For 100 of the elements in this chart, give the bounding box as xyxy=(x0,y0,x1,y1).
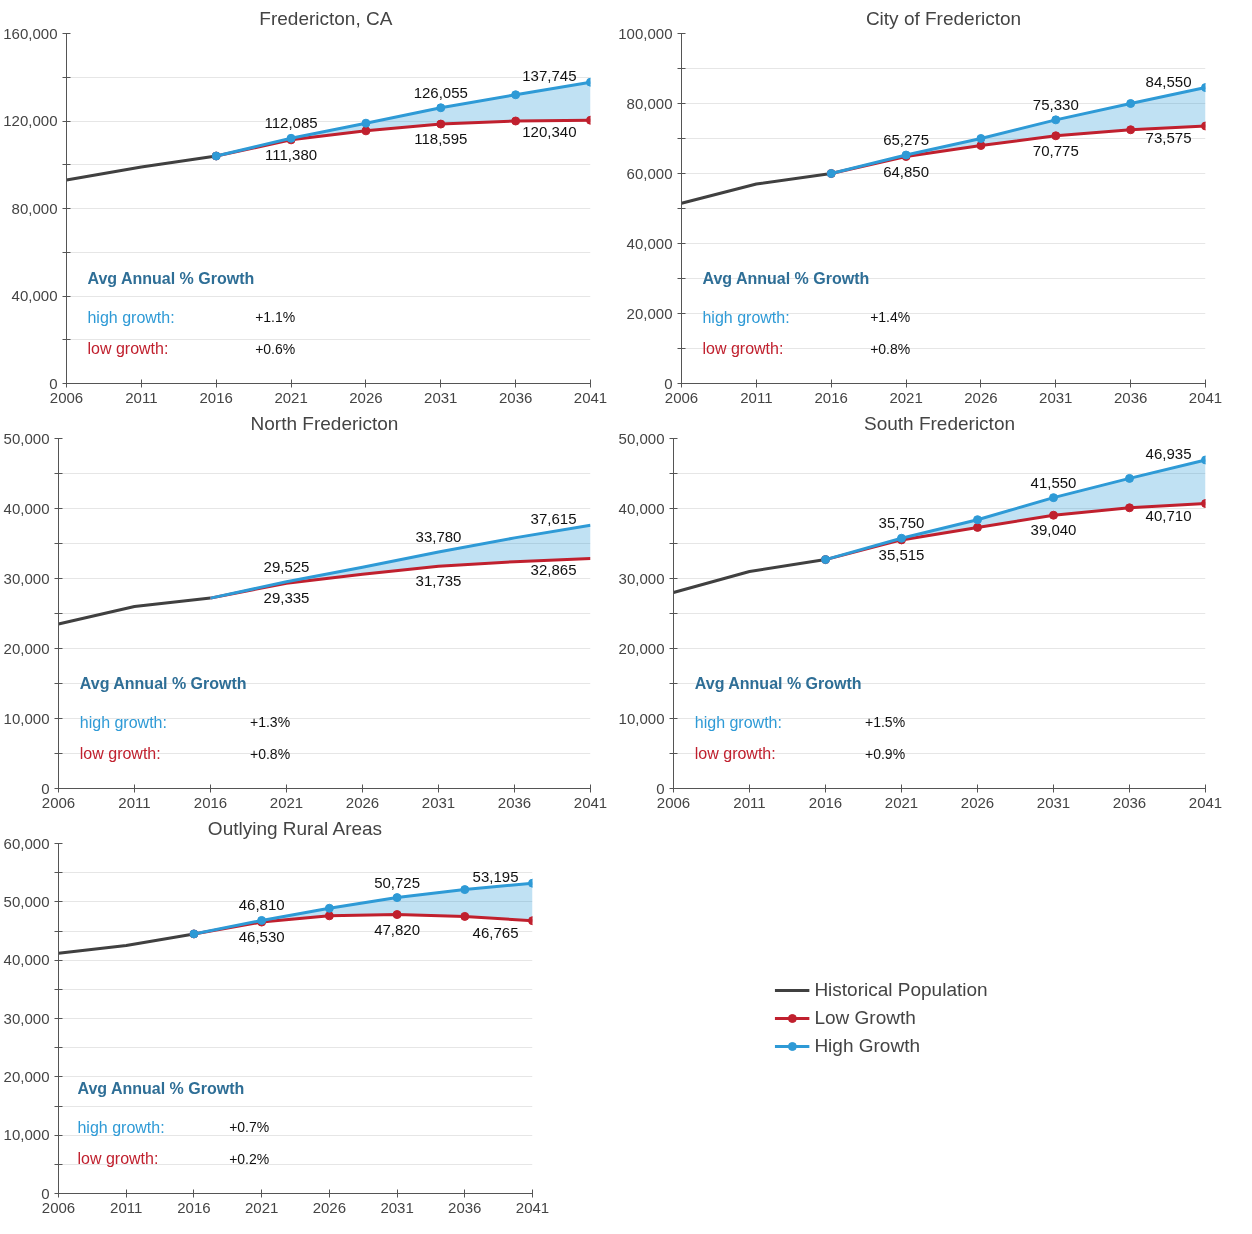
annotation: high growth: xyxy=(694,713,782,731)
x-tick-label: 2031 xyxy=(424,388,458,406)
chart-title: City of Fredericton xyxy=(865,7,1022,29)
point xyxy=(460,911,470,921)
y-tick-label: 50,000 xyxy=(3,429,50,447)
y-tick-label: 50,000 xyxy=(618,429,665,447)
annotation: +0.6% xyxy=(255,340,296,357)
y-tick-label: 20,000 xyxy=(3,639,50,657)
annotation: Avg Annual % Growth xyxy=(694,675,862,692)
y-tick-label: 40,000 xyxy=(618,499,665,517)
data-label: 46,935 xyxy=(1145,444,1192,462)
y-tick-label: 40,000 xyxy=(3,951,50,969)
point xyxy=(1125,473,1134,483)
annotation: +1.1% xyxy=(255,309,296,325)
annotation: Avg Annual % Growth xyxy=(77,1080,245,1097)
x-tick-label: 2041 xyxy=(573,793,608,811)
point xyxy=(1051,131,1061,141)
data-label: 84,550 xyxy=(1145,72,1192,90)
data-label: 126,055 xyxy=(413,83,468,101)
point xyxy=(1125,503,1134,513)
point xyxy=(1126,125,1136,135)
x-tick-label: 2031 xyxy=(1036,793,1071,811)
x-tick-label: 2016 xyxy=(199,388,233,406)
data-label: 73,575 xyxy=(1145,128,1192,146)
x-tick-label: 2021 xyxy=(274,388,308,406)
x-tick-label: 2021 xyxy=(244,1198,279,1216)
y-tick-label: 80,000 xyxy=(626,94,673,112)
data-label: 118,595 xyxy=(414,130,468,148)
point xyxy=(324,903,334,913)
x-tick-label: 2031 xyxy=(380,1198,414,1216)
y-tick-label: 20,000 xyxy=(626,304,673,322)
x-tick-label: 2011 xyxy=(740,388,773,406)
x-tick-label: 2041 xyxy=(515,1198,550,1216)
x-tick-label: 2026 xyxy=(960,793,995,811)
annotation: high growth: xyxy=(702,308,790,326)
x-tick-label: 2011 xyxy=(125,388,158,406)
data-label: 53,195 xyxy=(472,868,519,886)
annotation: +0.8% xyxy=(870,340,911,357)
x-tick-label: 2036 xyxy=(1112,793,1147,811)
chart-title: Fredericton, CA xyxy=(259,7,393,29)
chart-title: Outlying Rural Areas xyxy=(207,817,383,839)
y-tick-label: 40,000 xyxy=(11,287,58,304)
point xyxy=(392,910,402,920)
y-tick-label: 30,000 xyxy=(3,1009,50,1027)
annotation: low growth: xyxy=(77,1150,159,1167)
x-tick-label: 2036 xyxy=(448,1198,482,1216)
annotation: +1.3% xyxy=(250,714,291,730)
point xyxy=(511,90,521,100)
annotation: +0.8% xyxy=(250,745,291,762)
x-tick-label: 2011 xyxy=(118,793,151,811)
x-tick-label: 2036 xyxy=(1113,388,1148,406)
data-label: 35,750 xyxy=(878,514,925,532)
data-label: 46,810 xyxy=(238,896,285,914)
x-tick-label: 2026 xyxy=(312,1198,347,1216)
x-tick-label: 2036 xyxy=(498,388,533,406)
y-tick-label: 50,000 xyxy=(3,892,50,910)
x-tick-label: 2021 xyxy=(889,388,923,406)
x-tick-label: 2041 xyxy=(1188,793,1223,811)
chart-title: South Fredericton xyxy=(863,412,1016,434)
point xyxy=(436,103,446,113)
annotation: +1.4% xyxy=(870,309,911,325)
point xyxy=(973,522,982,532)
x-tick-label: 2036 xyxy=(497,793,532,811)
x-tick-label: 2021 xyxy=(269,793,304,811)
x-tick-label: 2026 xyxy=(964,388,998,406)
y-tick-label: 100,000 xyxy=(618,24,673,42)
x-tick-label: 2041 xyxy=(573,388,608,406)
y-tick-label: 10,000 xyxy=(3,709,50,727)
point xyxy=(1049,510,1058,520)
x-tick-label: 2011 xyxy=(733,793,766,811)
point xyxy=(976,141,986,150)
data-label: 65,275 xyxy=(883,131,930,149)
y-tick-label: 120,000 xyxy=(3,112,58,129)
data-label: 70,775 xyxy=(1032,141,1079,159)
point xyxy=(324,911,334,921)
annotation: high growth: xyxy=(77,1118,165,1136)
y-tick-label: 40,000 xyxy=(3,499,50,517)
y-tick-label: 20,000 xyxy=(3,1067,50,1085)
chart-title: North Fredericton xyxy=(250,412,399,434)
y-tick-label: 60,000 xyxy=(626,164,673,182)
legend-label: High Growth xyxy=(814,1035,921,1057)
annotation: low growth: xyxy=(87,340,169,357)
point xyxy=(511,116,521,126)
annotation: +1.5% xyxy=(865,714,906,730)
point xyxy=(460,885,470,895)
x-tick-label: 2031 xyxy=(1039,388,1073,406)
x-tick-label: 2011 xyxy=(110,1198,143,1216)
annotation: low growth: xyxy=(79,745,161,762)
y-tick-label: 10,000 xyxy=(3,1126,50,1144)
data-label: 37,615 xyxy=(530,510,577,528)
data-label: 29,335 xyxy=(263,589,310,607)
point xyxy=(361,118,371,128)
point xyxy=(1049,493,1058,503)
y-tick-label: 60,000 xyxy=(3,834,50,852)
x-tick-label: 2026 xyxy=(345,793,380,811)
y-tick-label: 40,000 xyxy=(626,234,673,252)
data-label: 64,850 xyxy=(883,162,930,180)
data-label: 31,735 xyxy=(415,572,462,590)
point xyxy=(361,126,371,136)
data-label: 112,085 xyxy=(264,114,318,132)
